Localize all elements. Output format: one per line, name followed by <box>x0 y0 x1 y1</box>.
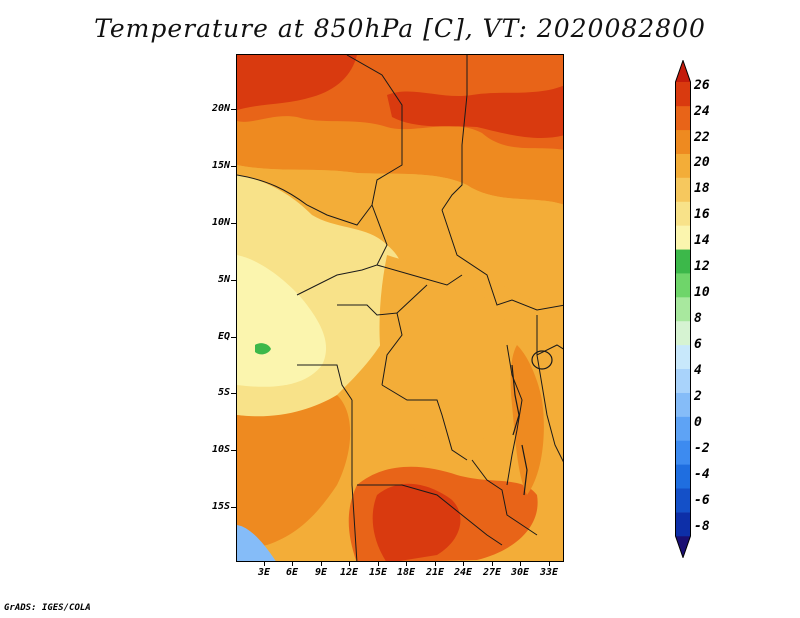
temperature-zone-20-basin <box>379 255 521 446</box>
colorbar-label-minus8: -8 <box>694 519 710 534</box>
colorbar-label-minus2: -2 <box>694 441 710 456</box>
colorbar-segment <box>675 129 691 154</box>
colorbar-outline <box>675 60 691 558</box>
colorbar-label-12: 12 <box>694 259 710 274</box>
temperature-zone-26-south <box>372 483 461 561</box>
colorbar-segment <box>675 392 691 417</box>
lon-label-9e: 9E <box>314 567 328 578</box>
lat-tick <box>231 337 236 338</box>
lakes <box>511 350 553 496</box>
lat-label-eq: EQ <box>217 331 230 342</box>
lat-label-10n: 10N <box>211 217 230 228</box>
lat-tick <box>231 393 236 394</box>
grads-credit: GrADS: IGES/COLA <box>4 603 91 613</box>
lat-tick <box>231 223 236 224</box>
lon-tick <box>463 562 464 566</box>
colorbar-label-4: 4 <box>694 363 702 378</box>
colorbar-segment <box>675 297 691 322</box>
temperature-zone-22-sw <box>237 395 351 550</box>
lat-tick <box>231 280 236 281</box>
temperature-map <box>236 54 564 562</box>
lon-tick <box>549 562 550 566</box>
lon-tick <box>264 562 265 566</box>
temperature-zone-20 <box>237 165 563 315</box>
map-canvas <box>237 55 563 561</box>
colorbar-segment <box>675 416 691 441</box>
colorbar-segment <box>675 273 691 298</box>
lat-tick <box>231 507 236 508</box>
colorbar-segment <box>675 440 691 465</box>
lon-label-21e: 21E <box>425 567 445 578</box>
lon-tick <box>378 562 379 566</box>
lon-tick <box>435 562 436 566</box>
colorbar-label-0: 0 <box>694 415 702 430</box>
lon-tick <box>520 562 521 566</box>
colorbar-segment <box>675 177 691 202</box>
colorbar-segment <box>675 488 691 513</box>
colorbar-label-24: 24 <box>694 104 710 119</box>
colorbar-label-18: 18 <box>694 181 710 196</box>
lon-label-27e: 27E <box>482 567 502 578</box>
lat-label-15n: 15N <box>211 160 230 171</box>
colorbar-label-2: 2 <box>694 389 702 404</box>
colorbar-segment <box>675 201 691 226</box>
lon-tick <box>321 562 322 566</box>
lat-tick <box>231 450 236 451</box>
lat-tick <box>231 166 236 167</box>
lat-label-15s: 15S <box>211 501 230 512</box>
map-title: Temperature at 850hPa [C], VT: 202008280… <box>94 14 706 43</box>
lat-label-20n: 20N <box>211 103 230 114</box>
lon-label-12e: 12E <box>339 567 359 578</box>
lon-label-24e: 24E <box>453 567 473 578</box>
colorbar-label-8: 8 <box>694 311 702 326</box>
lon-label-15e: 15E <box>368 567 388 578</box>
lon-label-6e: 6E <box>285 567 299 578</box>
temperature-zone-26-east <box>387 85 563 138</box>
colorbar-segments <box>675 60 691 558</box>
lat-label-5n: 5N <box>217 274 230 285</box>
colorbar <box>675 60 691 558</box>
colorbar-segment <box>675 344 691 370</box>
lon-tick <box>406 562 407 566</box>
lat-label-5s: 5S <box>217 387 230 398</box>
temperature-zone-26-west <box>237 55 357 110</box>
colorbar-label-6: 6 <box>694 337 702 352</box>
colorbar-label-22: 22 <box>694 130 710 145</box>
lon-tick <box>492 562 493 566</box>
colorbar-label-26: 26 <box>694 78 710 93</box>
lon-label-18e: 18E <box>396 567 416 578</box>
lon-label-30e: 30E <box>510 567 530 578</box>
lat-label-10s: 10S <box>211 444 230 455</box>
lon-tick <box>292 562 293 566</box>
colorbar-segment <box>675 82 691 107</box>
colorbar-label-16: 16 <box>694 207 710 222</box>
colorbar-label-minus6: -6 <box>694 493 710 508</box>
colorbar-segment <box>675 536 691 558</box>
lon-label-3e: 3E <box>257 567 271 578</box>
temperature-zone-22-east <box>510 345 544 495</box>
lon-label-33e: 33E <box>539 567 559 578</box>
colorbar-segment <box>675 105 691 131</box>
colorbar-label-10: 10 <box>694 285 710 300</box>
lon-tick <box>349 562 350 566</box>
colorbar-segment <box>675 368 691 393</box>
colorbar-segment <box>675 153 691 178</box>
country-borders <box>237 55 563 561</box>
colorbar-segment <box>675 249 691 274</box>
colorbar-segment <box>675 512 691 537</box>
colorbar-label-14: 14 <box>694 233 710 248</box>
colorbar-label-20: 20 <box>694 155 710 170</box>
colorbar-segment <box>675 60 691 82</box>
lat-tick <box>231 109 236 110</box>
temperature-zone-12 <box>255 343 271 355</box>
temperature-zone-4 <box>237 525 276 561</box>
colorbar-label-minus4: -4 <box>694 467 710 482</box>
colorbar-segment <box>675 225 691 250</box>
colorbar-segment <box>675 464 691 489</box>
colorbar-segment <box>675 320 691 346</box>
